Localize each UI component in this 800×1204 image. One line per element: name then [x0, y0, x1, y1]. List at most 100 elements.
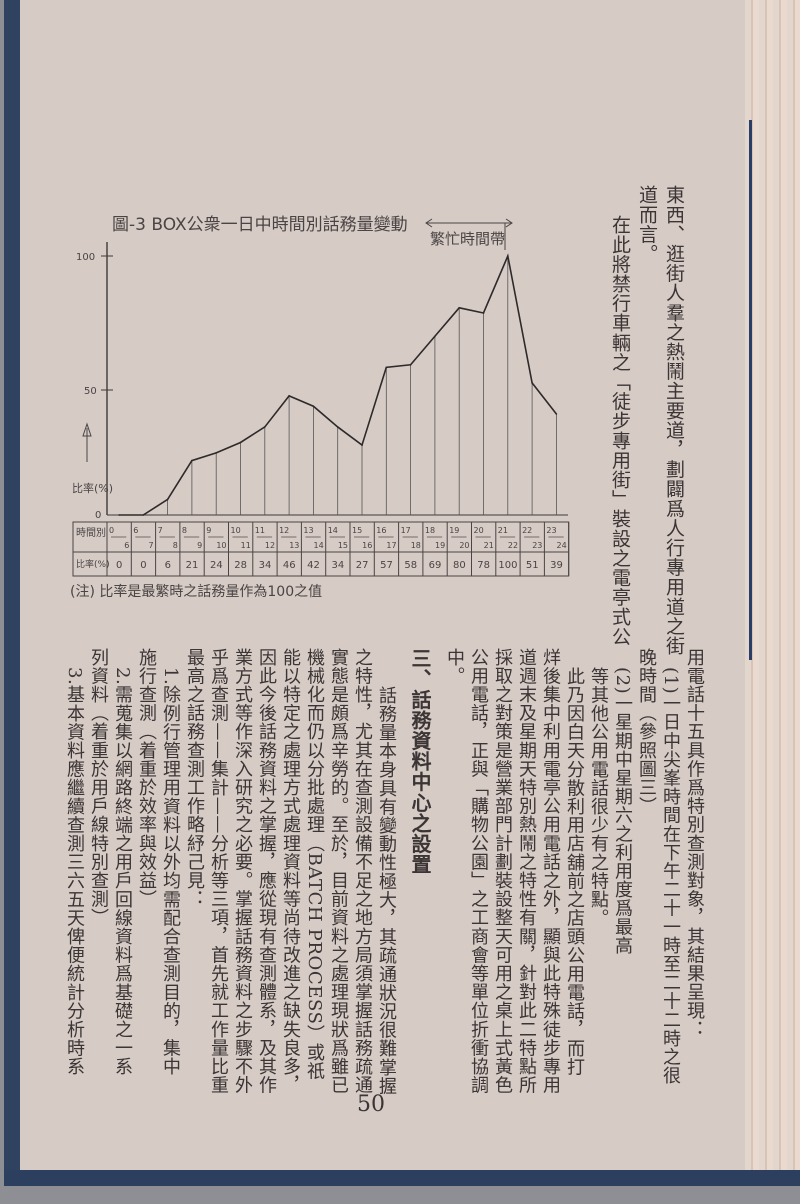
data-point — [239, 441, 242, 444]
data-point — [264, 426, 266, 428]
ratio-value-label: 34 — [259, 560, 272, 571]
text-column: 等其他公用電話很少有之特點。 — [588, 667, 609, 928]
time-start-label: 23 — [546, 526, 556, 535]
text-column: 2.需蒐集以網路終端之用戶回線資料爲基礎之一系 — [112, 667, 133, 1076]
text-column: 晚時間（參照圖三） — [636, 648, 657, 816]
text-column: 實態是頗爲辛勞的。至於，目前資料之處理現狀爲雖已 — [328, 648, 349, 1095]
time-start-label: 14 — [328, 526, 338, 535]
data-point — [142, 514, 145, 516]
data-point — [312, 405, 315, 408]
y-axis-arrow-icon — [82, 422, 92, 462]
data-point — [191, 459, 193, 462]
time-end-label: 19 — [435, 541, 445, 550]
time-end-label: 10 — [216, 541, 226, 550]
text-column: 話務量本身具有變動性極大，其疏通狀況很難掌握 — [376, 686, 397, 1096]
y-tick-label-0: 0 — [95, 510, 101, 521]
ratio-value-label: 51 — [526, 560, 539, 571]
data-point — [166, 498, 169, 501]
time-end-label: 18 — [411, 541, 421, 550]
time-start-label: 22 — [522, 526, 532, 535]
time-start-label: 21 — [498, 526, 508, 535]
text-column: 列資料（着重於用戶線特別查測） — [88, 648, 109, 927]
time-end-label: 12 — [265, 541, 275, 550]
data-point — [288, 395, 290, 397]
ratio-value-label: 28 — [234, 560, 247, 571]
ratio-value-label: 0 — [140, 560, 146, 571]
text-column: 1.除例行管理用資料以外均需配合查測目的，集中 — [160, 667, 181, 1076]
time-end-label: 14 — [314, 541, 324, 550]
time-end-label: 17 — [386, 541, 396, 550]
row-header-time: 時間別 — [76, 527, 106, 539]
ratio-value-label: 21 — [186, 560, 199, 571]
text-column: 最高之話務查測工作略紓己見： — [184, 648, 205, 909]
y-tick-label-50: 50 — [84, 386, 97, 397]
ratio-value-label: 39 — [550, 560, 563, 571]
text-column: 能以特定之處理方式處理資料等尚待改進之缺失良多， — [280, 648, 301, 1095]
ratio-value-label: 24 — [210, 560, 223, 571]
data-point — [434, 335, 436, 338]
ratio-value-label: 6 — [165, 560, 171, 571]
time-start-label: 8 — [182, 526, 187, 535]
time-start-label: 6 — [133, 526, 138, 535]
ratio-value-label: 0 — [116, 560, 122, 571]
time-end-label: 13 — [289, 541, 299, 550]
peak-band-arrow — [425, 218, 513, 250]
time-end-label: 8 — [173, 541, 178, 550]
data-point — [336, 426, 339, 428]
section-heading: 三、話務資料中心之設置 — [408, 648, 432, 875]
ratio-value-label: 78 — [477, 560, 490, 571]
time-start-label: 19 — [449, 526, 459, 535]
text-column: (2)一星期中星期六之利用度爲最高 — [612, 667, 633, 955]
time-start-label: 15 — [352, 526, 362, 535]
text-column: 之特性，尤其在查測設備不足之地方局須掌握話務疏通 — [352, 648, 373, 1095]
time-end-label: 7 — [149, 541, 154, 550]
time-start-label: 12 — [279, 526, 289, 535]
text-column: 業方式等作深入研究之必要。掌握話務資料之步驟不外 — [232, 648, 253, 1095]
text-column: 乎爲查測——集計——分析等三項，首先就工作量比重 — [208, 648, 229, 1095]
ratio-value-label: 34 — [331, 560, 344, 571]
book-cover-left — [4, 0, 22, 1186]
text-column: 道週末及星期天特別熱鬧之特性有關，針對此二特點所 — [516, 648, 537, 1095]
time-start-label: 13 — [303, 526, 313, 535]
ratio-value-label: 80 — [453, 560, 466, 571]
ratio-value-label: 42 — [307, 560, 320, 571]
time-end-label: 15 — [338, 541, 348, 550]
page-number: 50 — [357, 1092, 385, 1117]
top-text-block: 東西、逛街人羣之熱鬧主要道，劃闢爲人行專用道之街 道而言。 在此將禁行車輛之「徒… — [606, 185, 687, 656]
data-point — [555, 413, 558, 415]
time-start-label: 20 — [474, 526, 484, 535]
time-start-label: 16 — [376, 526, 386, 535]
text-column: 機械化而仍以分批處理（BATCH PROCESS）或祇 — [304, 648, 325, 1081]
time-end-label: 16 — [362, 541, 372, 550]
page-edges — [745, 0, 800, 1172]
ratio-value-label: 46 — [283, 560, 296, 571]
time-start-label: 7 — [158, 526, 163, 535]
row-header-ratio: 比率(%) — [76, 558, 110, 570]
book-cover-bottom — [4, 1170, 800, 1186]
chart-title: 圖-3 BOX公衆一日中時間別話務量變動 — [112, 215, 408, 235]
time-start-label: 11 — [255, 526, 265, 535]
data-point — [482, 312, 485, 314]
text-column: 烊後集中利用電亭公用電話之外，顯與此特殊徒步專用 — [540, 648, 561, 1095]
data-point — [361, 444, 363, 446]
data-point — [458, 307, 461, 309]
data-point — [385, 366, 388, 369]
time-end-label: 24 — [557, 541, 567, 550]
text-column: 採取之對策是營業部門計劃裝設整天可用之桌上式黃色 — [492, 648, 513, 1095]
text-column: 此乃因白天分散利用店舖前之店頭公用電話，而打 — [564, 667, 585, 1077]
ratio-value-label: 27 — [356, 560, 369, 571]
chart-note: (注) 比率是最繁時之話務量作為100之值 — [70, 583, 322, 600]
text-column: 在此將禁行車輛之「徒步專用街」裝設之電亭式公 — [609, 215, 631, 647]
time-end-label: 21 — [484, 541, 494, 550]
text-column: (1)一日中尖峯時間在下午二十一時至二十二時之很 — [660, 667, 681, 1085]
ratio-value-label: 100 — [498, 560, 517, 571]
ratio-value-label: 69 — [429, 560, 442, 571]
data-point — [215, 452, 217, 454]
text-column: 公用電話，正與「購物公園」之工商會等單位折衝協調 — [468, 648, 489, 1095]
text-column: 因此今後話務資料之掌握，應從現有查測體系，及其作 — [256, 648, 277, 1095]
text-column: 東西、逛街人羣之熱鬧主要道，劃闢爲人行專用道之街 — [663, 185, 685, 656]
data-point — [531, 382, 533, 384]
data-point — [118, 514, 120, 516]
time-start-label: 0 — [109, 526, 114, 535]
